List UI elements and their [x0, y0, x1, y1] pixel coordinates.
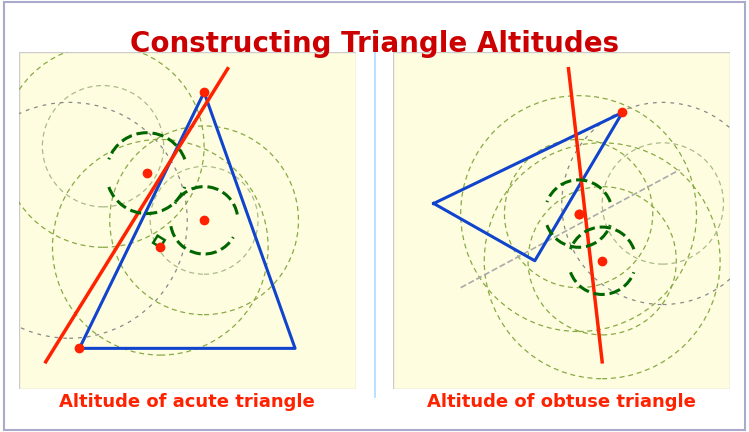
FancyBboxPatch shape	[393, 52, 730, 389]
Text: Altitude of obtuse triangle: Altitude of obtuse triangle	[428, 393, 696, 411]
FancyBboxPatch shape	[19, 52, 356, 389]
Text: Constructing Triangle Altitudes: Constructing Triangle Altitudes	[130, 30, 619, 58]
Text: Altitude of acute triangle: Altitude of acute triangle	[59, 393, 315, 411]
